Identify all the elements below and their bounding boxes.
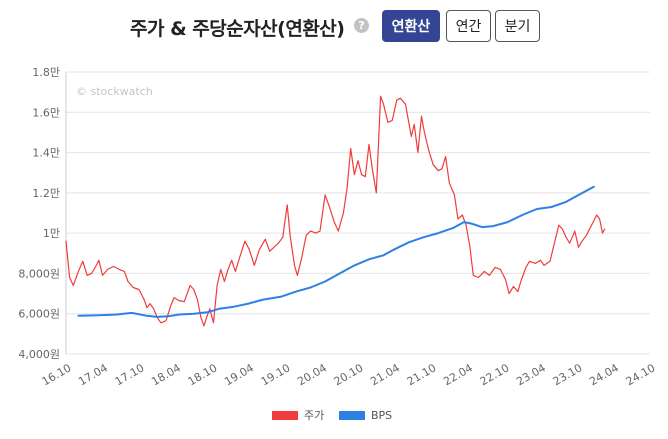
x-tick-label: 17.04 — [76, 361, 110, 388]
tab-yearly[interactable]: 연간 — [446, 10, 491, 42]
y-tick-label: 8,000원 — [18, 267, 60, 280]
legend-label-bps[interactable]: BPS — [371, 409, 392, 422]
x-tick-label: 23.10 — [551, 361, 585, 388]
y-tick-label: 1.8만 — [32, 66, 60, 79]
x-tick-label: 20.10 — [332, 361, 366, 388]
x-tick-label: 19.10 — [259, 361, 293, 388]
series-line-price[interactable] — [65, 95, 606, 327]
y-tick-label: 1만 — [43, 227, 60, 240]
legend-label-price[interactable]: 주가 — [304, 409, 324, 422]
chart-watermark: © stockwatch — [76, 85, 153, 98]
x-tick-label: 19.04 — [222, 361, 256, 388]
x-tick-label: 18.04 — [149, 361, 183, 388]
x-tick-label: 23.04 — [514, 361, 548, 388]
y-tick-label: 1.2만 — [32, 187, 60, 200]
x-tick-label: 21.04 — [368, 361, 402, 388]
chart-area: 4,000원 6,000원 8,000원 1만 1.2만 1.4만 1.6만 1.8만 16.… — [0, 60, 668, 439]
x-tick-label: 17.10 — [113, 361, 147, 388]
y-tick-label: 1.6만 — [32, 106, 60, 119]
help-icon[interactable]: ? — [354, 18, 369, 33]
x-tick-label: 20.04 — [295, 361, 329, 388]
tab-quarterly[interactable]: 분기 — [495, 10, 540, 42]
x-tick-label: 24.04 — [587, 361, 621, 388]
chart-header: 주가 & 주당순자산(연환산) ? 연환산 연간 분기 — [0, 10, 668, 44]
x-tick-label: 24.10 — [624, 361, 658, 388]
x-tick-label: 22.10 — [478, 361, 512, 388]
x-tick-label: 22.04 — [441, 361, 475, 388]
tab-annualized[interactable]: 연환산 — [382, 10, 440, 42]
legend-swatch-price — [272, 411, 298, 420]
series-line-bps[interactable] — [77, 185, 595, 318]
x-tick-label: 16.10 — [40, 361, 74, 388]
y-tick-label: 1.4만 — [32, 147, 60, 160]
line-chart: 4,000원 6,000원 8,000원 1만 1.2만 1.4만 1.6만 1.8만 16.… — [18, 66, 658, 422]
x-tick-label: 18.10 — [186, 361, 220, 388]
y-tick-label: 6,000원 — [18, 308, 60, 321]
y-tick-label: 4,000원 — [18, 348, 60, 361]
legend-swatch-bps — [339, 411, 365, 420]
chart-title: 주가 & 주당순자산(연환산) — [130, 18, 345, 40]
x-tick-label: 21.10 — [405, 361, 439, 388]
